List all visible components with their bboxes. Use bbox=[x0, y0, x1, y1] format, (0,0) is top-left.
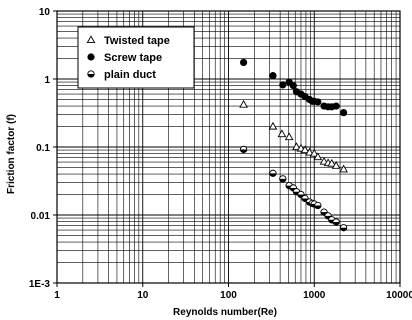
data-point bbox=[327, 158, 337, 167]
y-tick-label: 1E-3 bbox=[29, 279, 51, 290]
x-tick-label: 10000 bbox=[386, 290, 412, 301]
y-tick-label: 0.1 bbox=[36, 143, 50, 154]
series-half-filled-circle bbox=[239, 145, 348, 232]
marker-fill bbox=[269, 173, 277, 177]
data-point bbox=[239, 58, 248, 67]
legend-marker bbox=[86, 35, 96, 44]
data-point bbox=[309, 148, 319, 157]
legend-marker bbox=[87, 70, 95, 78]
marker-fill bbox=[279, 178, 287, 183]
data-point bbox=[300, 145, 310, 154]
data-point bbox=[284, 132, 294, 141]
series-open-triangle bbox=[239, 99, 348, 173]
data-series bbox=[239, 58, 348, 232]
y-tick-label: 0.01 bbox=[31, 211, 51, 222]
y-tick-label: 10 bbox=[39, 7, 51, 18]
marker-fill bbox=[87, 74, 95, 78]
data-point bbox=[332, 218, 340, 226]
x-axis-title: Reynolds number(Re) bbox=[173, 307, 277, 318]
data-point bbox=[305, 147, 314, 156]
legend-label: Screw tape bbox=[104, 52, 162, 64]
data-point bbox=[268, 121, 278, 130]
data-point bbox=[269, 169, 277, 177]
marker-fill bbox=[314, 205, 321, 209]
data-point bbox=[314, 201, 322, 210]
data-point bbox=[339, 224, 348, 232]
marker-fill bbox=[240, 149, 247, 153]
data-point bbox=[292, 142, 301, 151]
data-point bbox=[279, 81, 287, 89]
x-tick-label: 100 bbox=[220, 290, 237, 301]
data-point bbox=[332, 102, 340, 110]
tick-marks bbox=[53, 10, 401, 287]
x-tick-label: 1000 bbox=[303, 290, 326, 301]
x-tick-label: 1 bbox=[54, 290, 60, 301]
y-axis-title: Friction factor (f) bbox=[6, 114, 17, 194]
tick-labels: 1 10 100 1000 10000 1E-3 0.01 0.1 1 10 bbox=[29, 7, 412, 301]
data-point bbox=[314, 98, 322, 106]
legend-label: plain duct bbox=[104, 69, 156, 81]
data-point bbox=[339, 164, 348, 173]
legend: Twisted tape Screw tape plain duct bbox=[77, 26, 195, 89]
legend-box bbox=[77, 26, 195, 89]
series-filled-circle bbox=[239, 58, 348, 117]
data-point bbox=[239, 99, 248, 108]
legend-label: Twisted tape bbox=[104, 35, 170, 47]
legend-marker bbox=[87, 53, 95, 61]
data-point bbox=[331, 161, 341, 169]
data-point bbox=[277, 129, 287, 138]
y-tick-label: 1 bbox=[44, 75, 50, 86]
data-point bbox=[239, 145, 248, 154]
data-point bbox=[313, 152, 323, 161]
data-point bbox=[269, 72, 277, 80]
marker-fill bbox=[332, 221, 340, 226]
data-point bbox=[340, 109, 348, 117]
data-point bbox=[289, 81, 297, 90]
marker-fill bbox=[340, 227, 347, 231]
x-tick-label: 10 bbox=[137, 290, 149, 301]
data-point bbox=[279, 175, 287, 183]
